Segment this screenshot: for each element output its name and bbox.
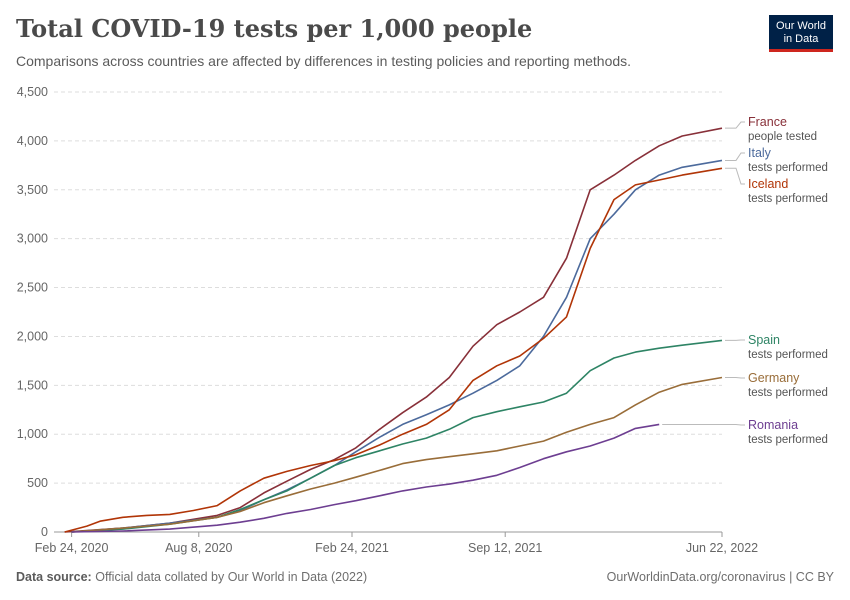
chart-title: Total COVID-19 tests per 1,000 people bbox=[16, 14, 533, 43]
owid-logo[interactable]: Our World in Data bbox=[769, 15, 833, 52]
y-tick-label: 0 bbox=[41, 525, 48, 539]
logo-line-1: Our World bbox=[776, 20, 826, 32]
series-sublabel-iceland: tests performed bbox=[748, 193, 828, 205]
series-label-romania: Romania bbox=[748, 418, 798, 432]
series-label-germany: Germany bbox=[748, 371, 800, 385]
label-connector bbox=[725, 121, 745, 129]
series-line-spain bbox=[71, 339, 723, 533]
series-line-italy bbox=[71, 159, 723, 533]
x-tick-label: Feb 24, 2020 bbox=[35, 541, 109, 555]
y-tick-label: 500 bbox=[27, 476, 48, 490]
series-line-romania bbox=[71, 423, 660, 533]
label-connector bbox=[725, 167, 745, 185]
series-sublabel-italy: tests performed bbox=[748, 162, 828, 174]
series-sublabel-france: people tested bbox=[748, 131, 817, 143]
y-tick-label: 3,000 bbox=[17, 232, 48, 246]
label-connector bbox=[725, 152, 745, 161]
y-tick-label: 4,500 bbox=[17, 85, 48, 99]
x-tick-label: Jun 22, 2022 bbox=[686, 541, 758, 555]
x-tick-label: Feb 24, 2021 bbox=[315, 541, 389, 555]
y-tick-label: 2,500 bbox=[17, 281, 48, 295]
line-chart: 0 500 1,000 1,500 2,000 2,500 3,000 3,500 4,000 4… bbox=[17, 85, 828, 555]
y-tick-label: 1,000 bbox=[17, 427, 48, 441]
x-tick-label: Sep 12, 2021 bbox=[468, 541, 542, 555]
y-tick-label: 4,000 bbox=[17, 134, 48, 148]
series-line-france bbox=[64, 127, 723, 533]
series-sublabel-spain: tests performed bbox=[748, 349, 828, 361]
label-connector bbox=[662, 423, 745, 426]
y-tick-label: 2,000 bbox=[17, 329, 48, 343]
y-tick-label: 3,500 bbox=[17, 183, 48, 197]
series-sublabel-romania: tests performed bbox=[748, 434, 828, 446]
logo-line-2: in Data bbox=[783, 33, 819, 45]
data-source-label: Data source: bbox=[16, 570, 92, 584]
x-tick-label: Aug 8, 2020 bbox=[165, 541, 232, 555]
series-label-iceland: Iceland bbox=[748, 177, 788, 191]
data-source-note: Data source: Official data collated by O… bbox=[16, 570, 367, 584]
series-label-spain: Spain bbox=[748, 333, 780, 347]
chart-subtitle: Comparisons across countries are affecte… bbox=[16, 53, 632, 69]
series-line-iceland bbox=[64, 167, 723, 533]
credit-link[interactable]: OurWorldinData.org/coronavirus | CC BY bbox=[606, 570, 834, 584]
data-source-text: Official data collated by Our World in D… bbox=[95, 570, 368, 584]
y-tick-label: 1,500 bbox=[17, 378, 48, 392]
series-sublabel-germany: tests performed bbox=[748, 387, 828, 399]
series-label-italy: Italy bbox=[748, 146, 772, 160]
series-line-germany bbox=[71, 376, 723, 533]
series-label-france: France bbox=[748, 115, 787, 129]
